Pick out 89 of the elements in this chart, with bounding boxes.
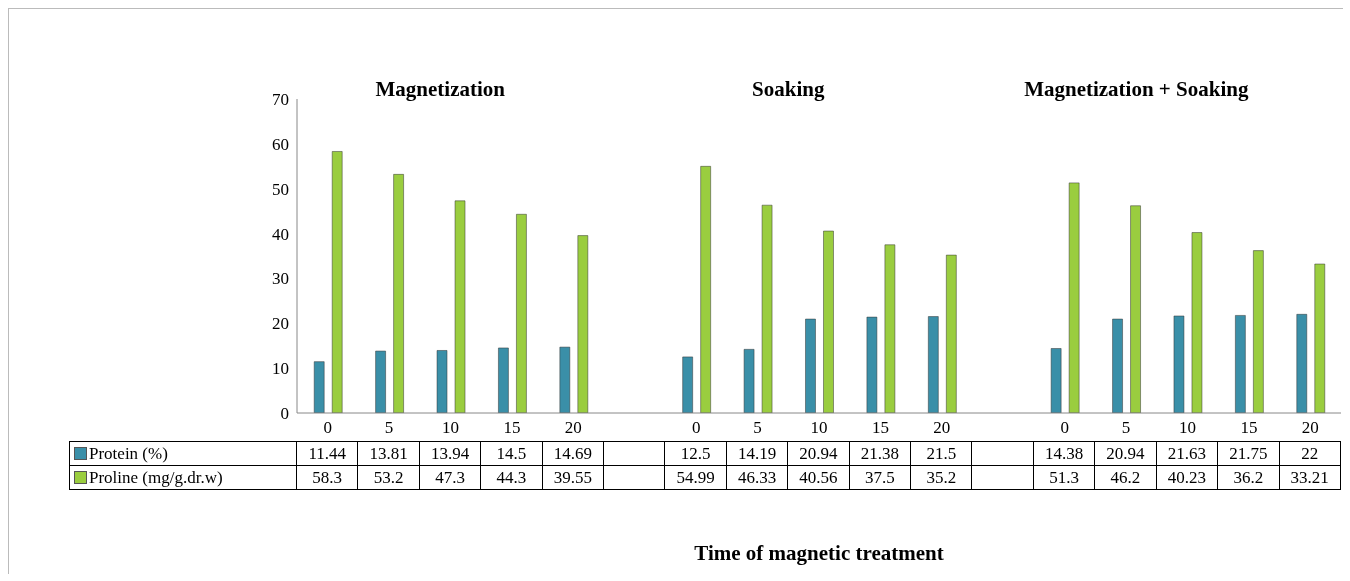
data-label: 14.19: [725, 441, 789, 466]
y-tick-label: 20: [272, 314, 289, 334]
bar: [559, 346, 571, 413]
bar: [454, 200, 466, 413]
data-label: 39.55: [541, 465, 605, 490]
data-label: 35.2: [910, 465, 973, 490]
y-tick-label: 40: [272, 224, 289, 244]
data-label: 46.2: [1094, 465, 1157, 490]
bar: [1191, 232, 1203, 413]
bar: [516, 214, 527, 413]
bar: [761, 204, 773, 413]
data-label: 20.94: [1094, 441, 1157, 466]
data-label: 58.3: [296, 465, 359, 490]
bar: [313, 361, 325, 413]
data-label: 13.81: [357, 441, 420, 466]
legend-label: Proline (mg/g.dr.w): [89, 467, 223, 488]
data-label: 21.75: [1217, 441, 1280, 466]
x-tick-label: 5: [753, 418, 762, 438]
x-axis-title: Time of magnetic treatment: [693, 541, 945, 566]
x-tick-label: 0: [1060, 418, 1069, 438]
legend-label: Protein (%): [89, 443, 168, 464]
data-label: 53.2: [357, 465, 420, 490]
data-label: 21.5: [910, 441, 973, 466]
bar: [700, 166, 711, 413]
x-tick-label: 20: [564, 418, 582, 438]
x-tick-label: 10: [442, 418, 460, 438]
bar: [884, 244, 896, 413]
data-label: 44.3: [480, 465, 543, 490]
bar: [1296, 314, 1308, 413]
data-label: 36.2: [1217, 465, 1280, 490]
y-tick-label: 10: [272, 359, 289, 379]
x-tick-label: 10: [1178, 418, 1196, 438]
bar: [331, 151, 343, 413]
bar: [577, 235, 589, 413]
y-tick-label: 70: [272, 90, 289, 110]
data-label: 14.5: [480, 441, 543, 466]
data-label: 54.99: [664, 465, 727, 490]
bar: [1050, 348, 1062, 413]
data-label: 12.5: [664, 441, 727, 466]
bar: [1130, 205, 1141, 413]
bar: [928, 316, 939, 413]
data-label: 46.33: [725, 465, 789, 490]
bar: [436, 350, 448, 413]
annotation: Soaking: [751, 77, 826, 102]
bar: [823, 230, 834, 413]
x-tick-label: 20: [1301, 418, 1319, 438]
annotation: Magnetization: [375, 77, 506, 101]
bar: [1068, 182, 1080, 413]
data-label: 21.38: [848, 441, 912, 466]
bar: [805, 318, 816, 413]
data-label: 21.63: [1155, 441, 1219, 466]
bar: [1235, 315, 1246, 413]
data-label: 51.3: [1032, 465, 1096, 490]
x-tick-label: 0: [323, 418, 332, 438]
data-label: 14.38: [1032, 441, 1096, 466]
bar: [1112, 318, 1123, 413]
x-tick-label: 15: [871, 418, 889, 438]
bar: [866, 316, 878, 413]
data-label: 13.94: [418, 441, 482, 466]
x-tick-label: 20: [933, 418, 951, 438]
x-tick-label: 5: [1121, 418, 1131, 438]
data-label: 40.56: [787, 465, 850, 490]
bar: [743, 349, 755, 413]
y-tick-label: 50: [272, 179, 289, 199]
bar: [498, 347, 509, 413]
y-tick-label: 30: [272, 269, 289, 289]
bar: [1253, 250, 1264, 413]
x-tick-label: 15: [1240, 418, 1258, 438]
data-label: 40.23: [1155, 465, 1219, 490]
y-tick-label: 0: [280, 404, 289, 424]
x-tick-label: 15: [503, 418, 521, 438]
bar: [375, 350, 386, 413]
bar: [1173, 315, 1185, 413]
bar: [946, 254, 957, 413]
y-tick-label: 60: [272, 134, 289, 154]
bar: [682, 356, 693, 413]
x-tick-label: 5: [384, 418, 394, 438]
bar: [393, 174, 404, 413]
data-label: 14.69: [541, 441, 605, 466]
data-label: 22: [1278, 441, 1341, 466]
data-label: 11.44: [296, 441, 359, 466]
x-tick-label: 0: [691, 418, 701, 438]
bar: [1314, 263, 1326, 413]
data-label: 37.5: [848, 465, 912, 490]
data-label: 20.94: [787, 441, 850, 466]
x-tick-label: 10: [810, 418, 828, 438]
data-label: 33.21: [1278, 465, 1341, 490]
data-label: 47.3: [418, 465, 482, 490]
annotation: Magnetization + Soaking: [1023, 77, 1250, 102]
